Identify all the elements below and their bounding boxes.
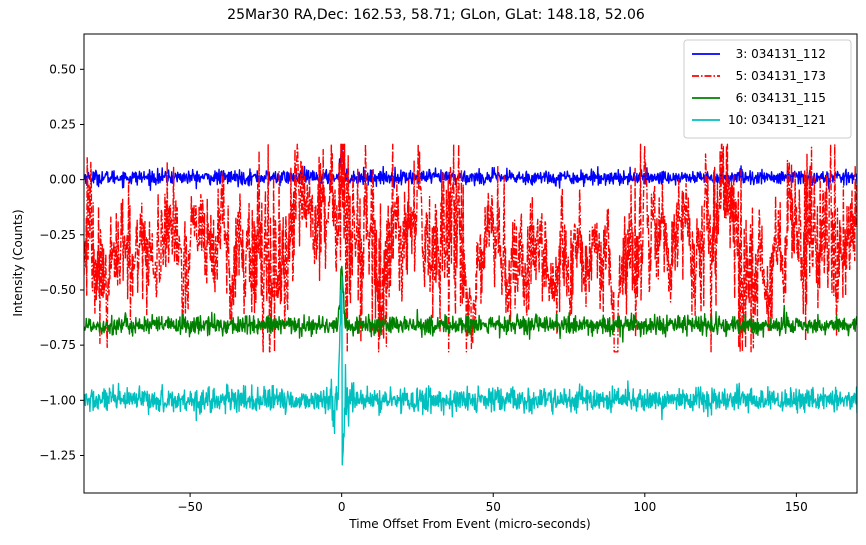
- series-line: [84, 276, 857, 466]
- x-axis-label: Time Offset From Event (micro-seconds): [348, 517, 590, 531]
- x-axis: −50 0 50 100 150: [177, 493, 808, 514]
- legend: 3: 034131_112 5: 034131_173 6: 034131_11…: [683, 39, 852, 139]
- chart-title: 25Mar30 RA,Dec: 162.53, 58.71; GLon, GLa…: [227, 7, 645, 23]
- plot-frame: [83, 33, 858, 494]
- legend-label: 5: 034131_173: [728, 69, 826, 83]
- series-line: [84, 143, 857, 353]
- y-tick-label: 0.00: [49, 173, 76, 187]
- x-tick-label: 150: [785, 500, 808, 514]
- y-axis: 0.50 0.25 0.00 −0.25 −0.50 −0.75 −1.00 −1.25: [39, 62, 84, 462]
- y-tick-label: −0.75: [39, 338, 76, 352]
- y-tick-label: −1.00: [39, 393, 76, 407]
- x-tick-label: 50: [486, 500, 501, 514]
- x-tick-label: −50: [177, 500, 202, 514]
- legend-label: 6: 034131_115: [728, 91, 826, 105]
- y-tick-label: −0.25: [39, 228, 76, 242]
- y-tick-label: 0.25: [49, 117, 76, 131]
- legend-box: [683, 39, 852, 139]
- y-axis-label: Intensity (Counts): [11, 209, 25, 316]
- x-tick-label: 100: [633, 500, 656, 514]
- legend-label: 10: 034131_121: [728, 113, 826, 127]
- y-tick-label: −0.50: [39, 283, 76, 297]
- y-tick-label: 0.50: [49, 62, 76, 76]
- legend-label: 3: 034131_112: [728, 47, 826, 61]
- x-tick-label: 0: [338, 500, 346, 514]
- y-tick-label: −1.25: [39, 448, 76, 462]
- series-layer: [84, 143, 857, 466]
- series-line: [84, 265, 857, 343]
